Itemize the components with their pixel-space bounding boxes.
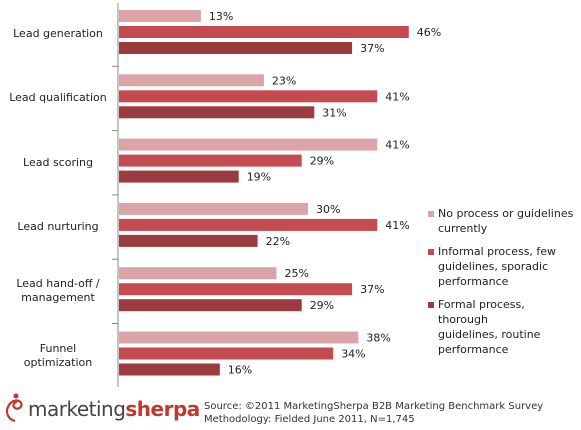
legend-swatch-formal (428, 302, 434, 308)
data-label: 34% (341, 348, 365, 361)
category-label: Lead hand-off / management (16, 277, 100, 305)
data-label: 41% (385, 219, 409, 232)
data-label: 30% (316, 203, 340, 216)
logo-swirl-icon (5, 393, 23, 423)
data-label: 23% (272, 74, 296, 87)
data-label: 13% (209, 10, 233, 23)
category-label: Lead generation (13, 27, 103, 40)
bar (119, 234, 258, 247)
legend-item-no-process: No process or guidelines currently (428, 206, 578, 236)
legend-swatch-informal (428, 249, 434, 255)
legend-label-informal: Informal process, few guidelines, sporadi… (438, 245, 557, 288)
data-label: 38% (366, 332, 390, 345)
bar (119, 10, 201, 22)
data-label: 41% (385, 90, 409, 103)
bar (119, 283, 353, 296)
bar (119, 154, 302, 167)
legend-label-no-process: No process or guidelines currently (438, 207, 574, 235)
bar (119, 202, 308, 215)
bar (119, 26, 409, 38)
methodology-line: Methodology: Fielded June 2011, N=1,745 (204, 414, 415, 425)
legend-label-formal: Formal process, thorough guidelines, rout… (438, 298, 541, 356)
data-label: 37% (360, 283, 384, 296)
data-label: 29% (310, 299, 334, 312)
data-label: 29% (310, 155, 334, 168)
category-label: Lead nurturing (17, 219, 99, 233)
data-label: 22% (266, 235, 290, 248)
legend-item-formal: Formal process, thorough guidelines, rout… (428, 297, 578, 357)
data-label: 19% (247, 171, 271, 184)
bar (119, 267, 277, 280)
logo-text: marketingsherpa (28, 397, 200, 421)
bar (119, 106, 315, 119)
bar (119, 74, 264, 87)
bar (119, 218, 378, 231)
bar (119, 331, 359, 344)
data-label: 31% (322, 106, 346, 119)
legend-swatch-no-process (428, 211, 434, 217)
source-line: Source: ©2011 MarketingSherpa B2B Market… (204, 401, 544, 412)
data-label: 37% (360, 42, 384, 55)
data-label: 46% (417, 26, 441, 39)
data-label: 41% (385, 139, 409, 152)
source-note: Source: ©2011 MarketingSherpa B2B Market… (204, 400, 543, 426)
legend: No process or guidelines currently Inform… (428, 206, 578, 365)
category-label: Funnel optimization (23, 341, 93, 369)
bar (119, 138, 378, 151)
bar (119, 170, 239, 183)
bar (119, 90, 378, 103)
data-label: 16% (228, 364, 252, 377)
marketingsherpa-logo: marketingsherpa (4, 391, 200, 427)
category-label: Lead qualification (9, 91, 107, 105)
bar (119, 363, 220, 376)
category-label: Lead scoring (23, 155, 93, 169)
data-label: 25% (285, 267, 309, 280)
bar (119, 42, 353, 54)
legend-item-informal: Informal process, few guidelines, sporadi… (428, 244, 578, 289)
bar (119, 299, 302, 312)
bar (119, 347, 334, 360)
